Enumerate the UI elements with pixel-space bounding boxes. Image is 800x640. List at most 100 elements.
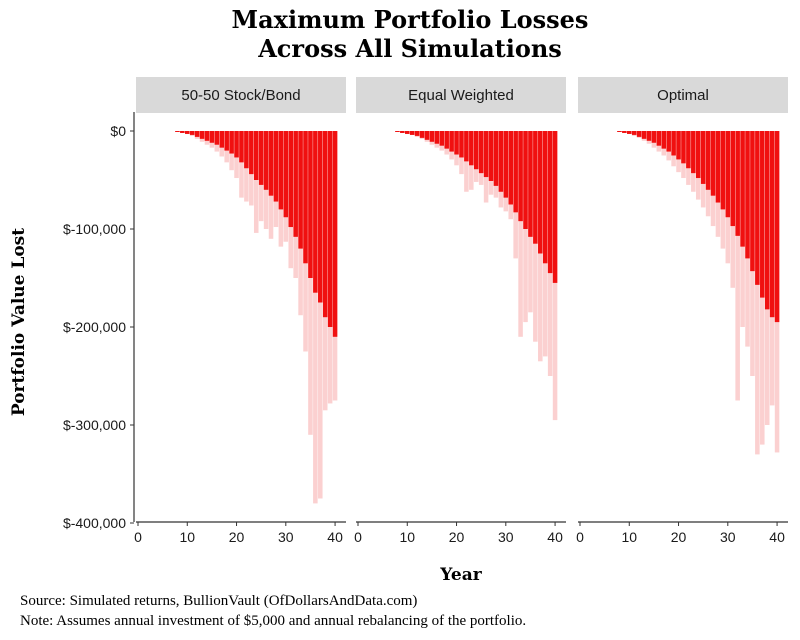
bar-typical-loss — [239, 131, 244, 163]
bar-max-loss — [253, 131, 259, 233]
bar-typical-loss — [538, 131, 543, 254]
bar-typical-loss — [293, 131, 298, 237]
bar-typical-loss — [666, 131, 671, 152]
y-tick-label: $-300,000 — [63, 417, 126, 433]
bar-typical-loss — [769, 131, 775, 318]
bar-typical-loss — [409, 131, 415, 135]
bar-typical-loss — [194, 131, 200, 137]
bar-typical-loss — [439, 131, 445, 146]
x-tick-label: 10 — [179, 529, 195, 545]
bar-typical-loss — [464, 131, 469, 162]
bar-typical-loss — [395, 131, 400, 132]
bar-typical-loss — [552, 131, 558, 283]
bar-typical-loss — [244, 131, 249, 169]
x-tick-label: 40 — [769, 529, 785, 545]
bar-typical-loss — [528, 131, 533, 237]
bar-typical-loss — [268, 131, 274, 196]
bar-typical-loss — [547, 131, 553, 274]
bar-typical-loss — [219, 131, 225, 148]
bar-max-loss — [239, 131, 244, 198]
bar-typical-loss — [303, 131, 308, 264]
bar-typical-loss — [419, 131, 425, 138]
x-tick-label: 40 — [327, 529, 343, 545]
bar-typical-loss — [750, 131, 755, 272]
x-tick-label: 10 — [621, 529, 637, 545]
bar-typical-loss — [760, 131, 765, 298]
bar-typical-loss — [774, 131, 780, 323]
bar-typical-loss — [651, 131, 657, 143]
bar-typical-loss — [204, 131, 210, 141]
bar-typical-loss — [498, 131, 504, 192]
facet-panel-1: 50-50 Stock/Bond 0 10 20 30 40 — [134, 77, 346, 545]
bar-typical-loss — [405, 131, 410, 134]
bar-typical-loss — [209, 131, 215, 143]
facet-panel-3: Optimal 0 10 20 30 40 — [576, 77, 788, 545]
bar-typical-loss — [234, 131, 239, 158]
bar-typical-loss — [720, 131, 726, 210]
bar-typical-loss — [695, 131, 701, 179]
x-tick-label: 10 — [399, 529, 415, 545]
bar-typical-loss — [627, 131, 632, 134]
bar-typical-loss — [671, 131, 676, 156]
bar-typical-loss — [646, 131, 652, 141]
chart-title-line-1: Maximum Portfolio Losses — [232, 5, 589, 34]
bar-typical-loss — [740, 131, 745, 247]
bar-typical-loss — [542, 131, 548, 264]
bar-typical-loss — [253, 131, 259, 180]
x-tick-label: 0 — [354, 529, 362, 545]
bar-max-loss — [313, 131, 318, 504]
bar-typical-loss — [656, 131, 662, 146]
facet-label: 50-50 Stock/Bond — [181, 87, 300, 104]
bar-typical-loss — [185, 131, 190, 134]
facet-strip — [578, 77, 788, 113]
bar-typical-loss — [764, 131, 770, 310]
bar-typical-loss — [705, 131, 711, 190]
bar-typical-loss — [681, 131, 686, 164]
bar-typical-loss — [414, 131, 420, 136]
y-tick-label: $-100,000 — [63, 221, 126, 237]
bar-typical-loss — [180, 131, 185, 133]
bar-typical-loss — [745, 131, 750, 259]
bar-typical-loss — [444, 131, 449, 149]
bar-typical-loss — [493, 131, 499, 186]
bar-typical-loss — [686, 131, 691, 169]
bar-typical-loss — [636, 131, 642, 137]
bar-typical-loss — [700, 131, 706, 184]
bar-typical-loss — [400, 131, 405, 133]
bar-max-loss — [308, 131, 313, 435]
x-tick-label: 30 — [720, 529, 736, 545]
bar-typical-loss — [725, 131, 731, 218]
bar-typical-loss — [503, 131, 509, 198]
facet-panels: 50-50 Stock/Bond 0 10 20 30 40 Equal Weighted 0… — [134, 77, 788, 545]
bar-typical-loss — [273, 131, 279, 202]
bar-max-loss — [518, 131, 523, 337]
bar-typical-loss — [278, 131, 284, 210]
bar-typical-loss — [459, 131, 464, 158]
y-tick-label: $0 — [110, 123, 126, 139]
bar-typical-loss — [263, 131, 269, 190]
facet-panel-2: Equal Weighted 0 10 20 30 40 — [354, 77, 566, 545]
bar-max-loss — [755, 131, 760, 455]
bar-typical-loss — [735, 131, 740, 236]
note-caption: Note: Assumes annual investment of $5,00… — [20, 613, 526, 629]
bar-typical-loss — [175, 131, 180, 132]
bar-typical-loss — [641, 131, 647, 139]
bar-typical-loss — [313, 131, 318, 293]
bar-typical-loss — [715, 131, 721, 203]
bar-typical-loss — [322, 131, 328, 318]
bar-typical-loss — [622, 131, 627, 133]
bar-typical-loss — [730, 131, 735, 227]
bar-typical-loss — [469, 131, 474, 166]
bar-typical-loss — [229, 131, 234, 154]
bar-typical-loss — [424, 131, 430, 140]
x-tick-label: 40 — [547, 529, 563, 545]
bar-typical-loss — [283, 131, 289, 218]
x-tick-label: 0 — [576, 529, 584, 545]
bar-typical-loss — [617, 131, 622, 132]
y-tick-label: $-400,000 — [63, 515, 126, 531]
bar-typical-loss — [691, 131, 696, 174]
bar-typical-loss — [518, 131, 523, 222]
facet-label: Equal Weighted — [408, 87, 514, 104]
x-tick-label: 30 — [278, 529, 294, 545]
